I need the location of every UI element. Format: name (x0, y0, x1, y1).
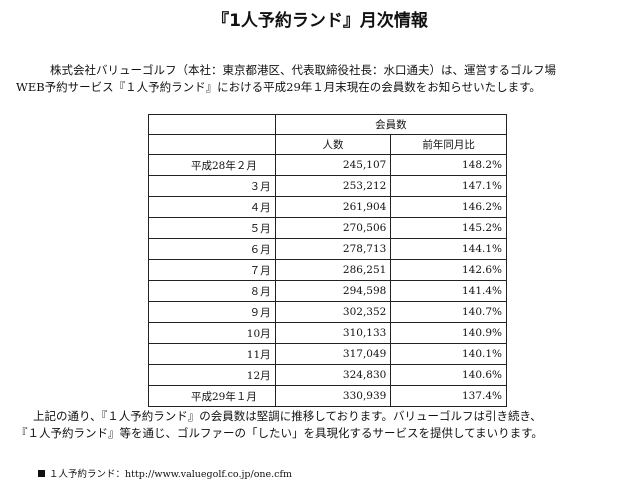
url-reference-text[interactable]: １人予約ランド：http://www.valuegolf.co.jp/one.c… (49, 469, 293, 480)
member-count-group-header: 会員数 (274, 114, 508, 135)
period-cell: 12月 (148, 364, 276, 386)
intro-line-1: 株式会社バリューゴルフ（本社：東京都港区、代表取締役社長：水口通夫）は、運営する… (50, 63, 556, 77)
table-row: 11月 317,049 140.1% (148, 343, 507, 365)
table-row: ８月 294,598 141.4% (148, 280, 507, 302)
count-column-header: 人数 (274, 134, 392, 155)
ratio-cell: 145.2% (390, 217, 507, 239)
count-cell: 324,830 (274, 364, 392, 386)
period-cell: 11月 (148, 343, 276, 365)
intro-paragraph: 株式会社バリューゴルフ（本社：東京都港区、代表取締役社長：水口通夫）は、運営する… (16, 62, 628, 96)
ratio-cell: 144.1% (390, 238, 507, 260)
member-count-table: 会員数 人数 前年同月比 平成28年２月 245,107 148.2% ３月 2… (148, 114, 508, 407)
count-cell: 294,598 (274, 280, 392, 302)
period-cell: 10月 (148, 322, 276, 344)
table-row: 10月 310,133 140.9% (148, 322, 507, 344)
table-row: ６月 278,713 144.1% (148, 238, 507, 260)
ratio-cell: 142.6% (390, 259, 507, 281)
count-cell: 330,939 (274, 385, 392, 407)
table-corner-cell (148, 114, 276, 135)
table-row: 平成28年２月 245,107 148.2% (148, 154, 507, 176)
count-cell: 253,212 (274, 175, 392, 197)
period-cell: ６月 (148, 238, 276, 260)
square-bullet-icon (38, 470, 45, 477)
period-cell: ９月 (148, 301, 276, 323)
count-cell: 310,133 (274, 322, 392, 344)
outro-line-2: 『１人予約ランド』等を通じ、ゴルファーの「したい」を具現化するサービスを提供して… (16, 426, 543, 440)
table-row: ４月 261,904 146.2% (148, 196, 507, 218)
ratio-column-header: 前年同月比 (390, 134, 507, 155)
table-corner-cell (148, 134, 276, 155)
period-cell: ５月 (148, 217, 276, 239)
table-row: ３月 253,212 147.1% (148, 175, 507, 197)
ratio-cell: 146.2% (390, 196, 507, 218)
period-cell: ７月 (148, 259, 276, 281)
table-row: 平成29年１月 330,939 137.4% (148, 385, 507, 407)
ratio-cell: 140.6% (390, 364, 507, 386)
ratio-cell: 140.7% (390, 301, 507, 323)
count-cell: 278,713 (274, 238, 392, 260)
ratio-cell: 141.4% (390, 280, 507, 302)
count-cell: 302,352 (274, 301, 392, 323)
outro-line-1: 上記の通り、『１人予約ランド』の会員数は堅調に推移しております。バリューゴルフは… (33, 409, 542, 423)
count-cell: 261,904 (274, 196, 392, 218)
period-cell: ４月 (148, 196, 276, 218)
count-cell: 270,506 (274, 217, 392, 239)
table-row: ９月 302,352 140.7% (148, 301, 507, 323)
ratio-cell: 140.9% (390, 322, 507, 344)
count-cell: 245,107 (274, 154, 392, 176)
ratio-cell: 137.4% (390, 385, 507, 407)
ratio-cell: 140.1% (390, 343, 507, 365)
ratio-cell: 147.1% (390, 175, 507, 197)
count-cell: 286,251 (274, 259, 392, 281)
period-cell: ３月 (148, 175, 276, 197)
ratio-cell: 148.2% (390, 154, 507, 176)
period-cell: 平成28年２月 (148, 154, 276, 176)
table-row: ７月 286,251 142.6% (148, 259, 507, 281)
period-cell: 平成29年１月 (148, 385, 276, 407)
page-title: 『1人予約ランド』月次情報 (212, 11, 428, 31)
intro-line-2: WEB予約サービス『１人予約ランド』における平成29年１月末現在の会員数をお知ら… (16, 80, 541, 94)
table-row: ５月 270,506 145.2% (148, 217, 507, 239)
period-cell: ８月 (148, 280, 276, 302)
outro-paragraph: 上記の通り、『１人予約ランド』の会員数は堅調に推移しております。バリューゴルフは… (16, 408, 628, 442)
count-cell: 317,049 (274, 343, 392, 365)
table-row: 12月 324,830 140.6% (148, 364, 507, 386)
url-reference: １人予約ランド：http://www.valuegolf.co.jp/one.c… (38, 468, 292, 482)
